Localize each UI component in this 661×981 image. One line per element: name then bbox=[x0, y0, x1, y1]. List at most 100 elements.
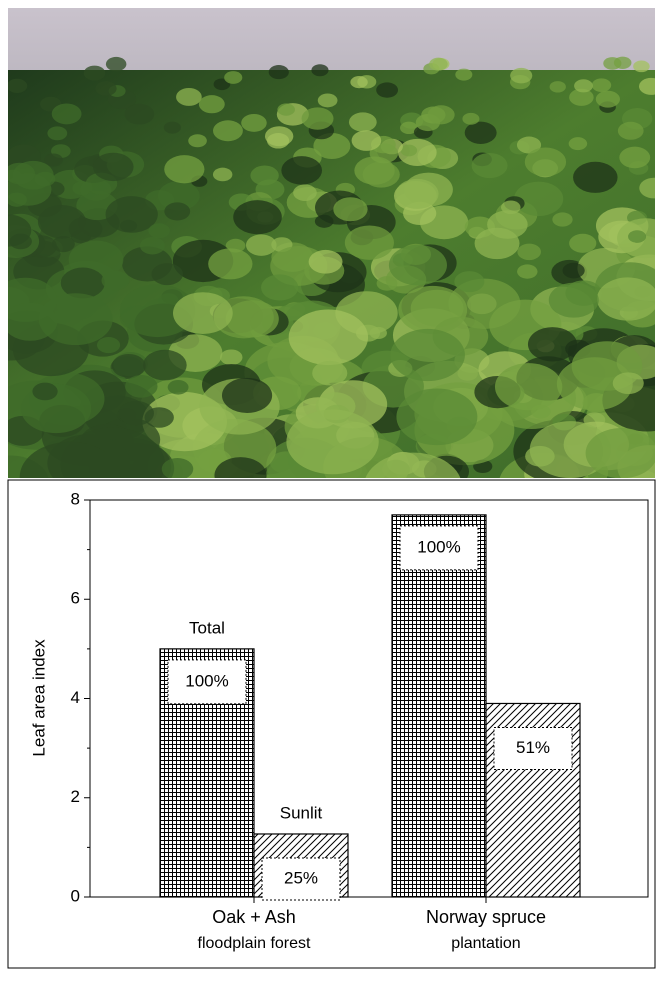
value-label: 100% bbox=[417, 537, 460, 556]
foliage bbox=[51, 103, 82, 125]
foliage bbox=[60, 267, 105, 299]
foliage bbox=[455, 68, 473, 81]
foliage bbox=[400, 144, 418, 157]
forest-photo bbox=[8, 8, 655, 478]
foliage bbox=[101, 270, 130, 291]
foliage bbox=[517, 264, 538, 279]
foliage bbox=[188, 134, 207, 148]
value-label-box bbox=[399, 525, 479, 571]
foliage bbox=[585, 428, 655, 478]
foliage bbox=[462, 112, 480, 125]
foliage bbox=[639, 177, 655, 199]
foliage bbox=[37, 204, 86, 239]
foliage bbox=[151, 263, 183, 286]
foliage bbox=[527, 327, 578, 362]
foliage bbox=[111, 354, 146, 378]
foliage bbox=[44, 153, 63, 167]
foliage bbox=[344, 225, 394, 260]
y-tick-label: 4 bbox=[71, 688, 80, 707]
foliage bbox=[313, 133, 351, 159]
foliage bbox=[562, 262, 585, 279]
foliage bbox=[574, 79, 593, 93]
foliage bbox=[317, 93, 338, 108]
foliage bbox=[351, 130, 382, 151]
foliage bbox=[125, 375, 158, 398]
foliage bbox=[395, 178, 439, 209]
foliage bbox=[514, 181, 564, 217]
foliage bbox=[301, 107, 334, 130]
y-tick-label: 8 bbox=[71, 489, 80, 508]
foliage bbox=[105, 196, 158, 233]
y-axis-label: Leaf area index bbox=[29, 639, 48, 757]
foliage bbox=[573, 161, 618, 193]
foliage bbox=[617, 121, 644, 140]
foliage bbox=[427, 105, 455, 125]
foliage bbox=[552, 212, 573, 227]
foliage bbox=[396, 388, 478, 446]
foliage bbox=[167, 379, 189, 395]
foliage bbox=[517, 243, 541, 261]
foliage bbox=[93, 152, 134, 182]
foliage bbox=[288, 309, 369, 366]
value-label: 51% bbox=[516, 738, 550, 757]
foliage bbox=[619, 146, 651, 169]
foliage bbox=[638, 77, 655, 95]
foliage bbox=[369, 326, 387, 340]
foliage bbox=[362, 161, 400, 188]
y-tick-label: 2 bbox=[71, 787, 80, 806]
foliage bbox=[95, 81, 117, 96]
foliage bbox=[245, 234, 277, 256]
foliage bbox=[47, 126, 68, 141]
foliage bbox=[268, 65, 289, 80]
foliage bbox=[474, 227, 520, 260]
foliage bbox=[208, 248, 253, 280]
bar bbox=[391, 514, 487, 898]
foliage bbox=[286, 409, 379, 475]
foliage bbox=[501, 200, 521, 215]
foliage bbox=[314, 214, 334, 228]
foliage bbox=[293, 184, 317, 201]
foliage bbox=[603, 57, 622, 70]
foliage bbox=[400, 121, 418, 135]
foliage bbox=[348, 112, 377, 132]
foliage bbox=[198, 95, 225, 114]
foliage bbox=[612, 372, 644, 395]
foliage bbox=[548, 282, 599, 318]
foliage bbox=[569, 233, 597, 253]
value-label-box bbox=[167, 659, 247, 705]
y-tick-label: 6 bbox=[71, 589, 80, 608]
foliage bbox=[281, 156, 323, 185]
foliage bbox=[277, 103, 295, 116]
foliage bbox=[233, 200, 282, 235]
foliage bbox=[568, 137, 588, 151]
foliage bbox=[410, 289, 464, 327]
foliage bbox=[628, 230, 647, 243]
value-label-box bbox=[493, 726, 573, 770]
foliage bbox=[267, 132, 290, 149]
foliage bbox=[8, 162, 36, 185]
foliage bbox=[118, 400, 154, 426]
foliage bbox=[350, 76, 368, 89]
foliage bbox=[164, 202, 191, 221]
foliage bbox=[176, 87, 202, 106]
foliage bbox=[224, 71, 243, 84]
foliage bbox=[510, 67, 533, 84]
foliage bbox=[376, 82, 399, 98]
foliage bbox=[32, 382, 58, 401]
foliage bbox=[633, 60, 650, 73]
foliage bbox=[569, 88, 594, 106]
foliage bbox=[464, 121, 497, 144]
foliage bbox=[454, 271, 485, 293]
foliage bbox=[596, 277, 655, 321]
x-tick-label: Norway spruce bbox=[426, 907, 546, 927]
foliage bbox=[38, 293, 113, 346]
chart-frame bbox=[7, 479, 656, 969]
foliage bbox=[333, 197, 368, 222]
foliage bbox=[163, 121, 181, 134]
foliage bbox=[213, 120, 243, 142]
foliage bbox=[516, 136, 542, 154]
foliage bbox=[471, 152, 508, 179]
foliage bbox=[261, 274, 299, 301]
value-label: 100% bbox=[185, 671, 228, 690]
